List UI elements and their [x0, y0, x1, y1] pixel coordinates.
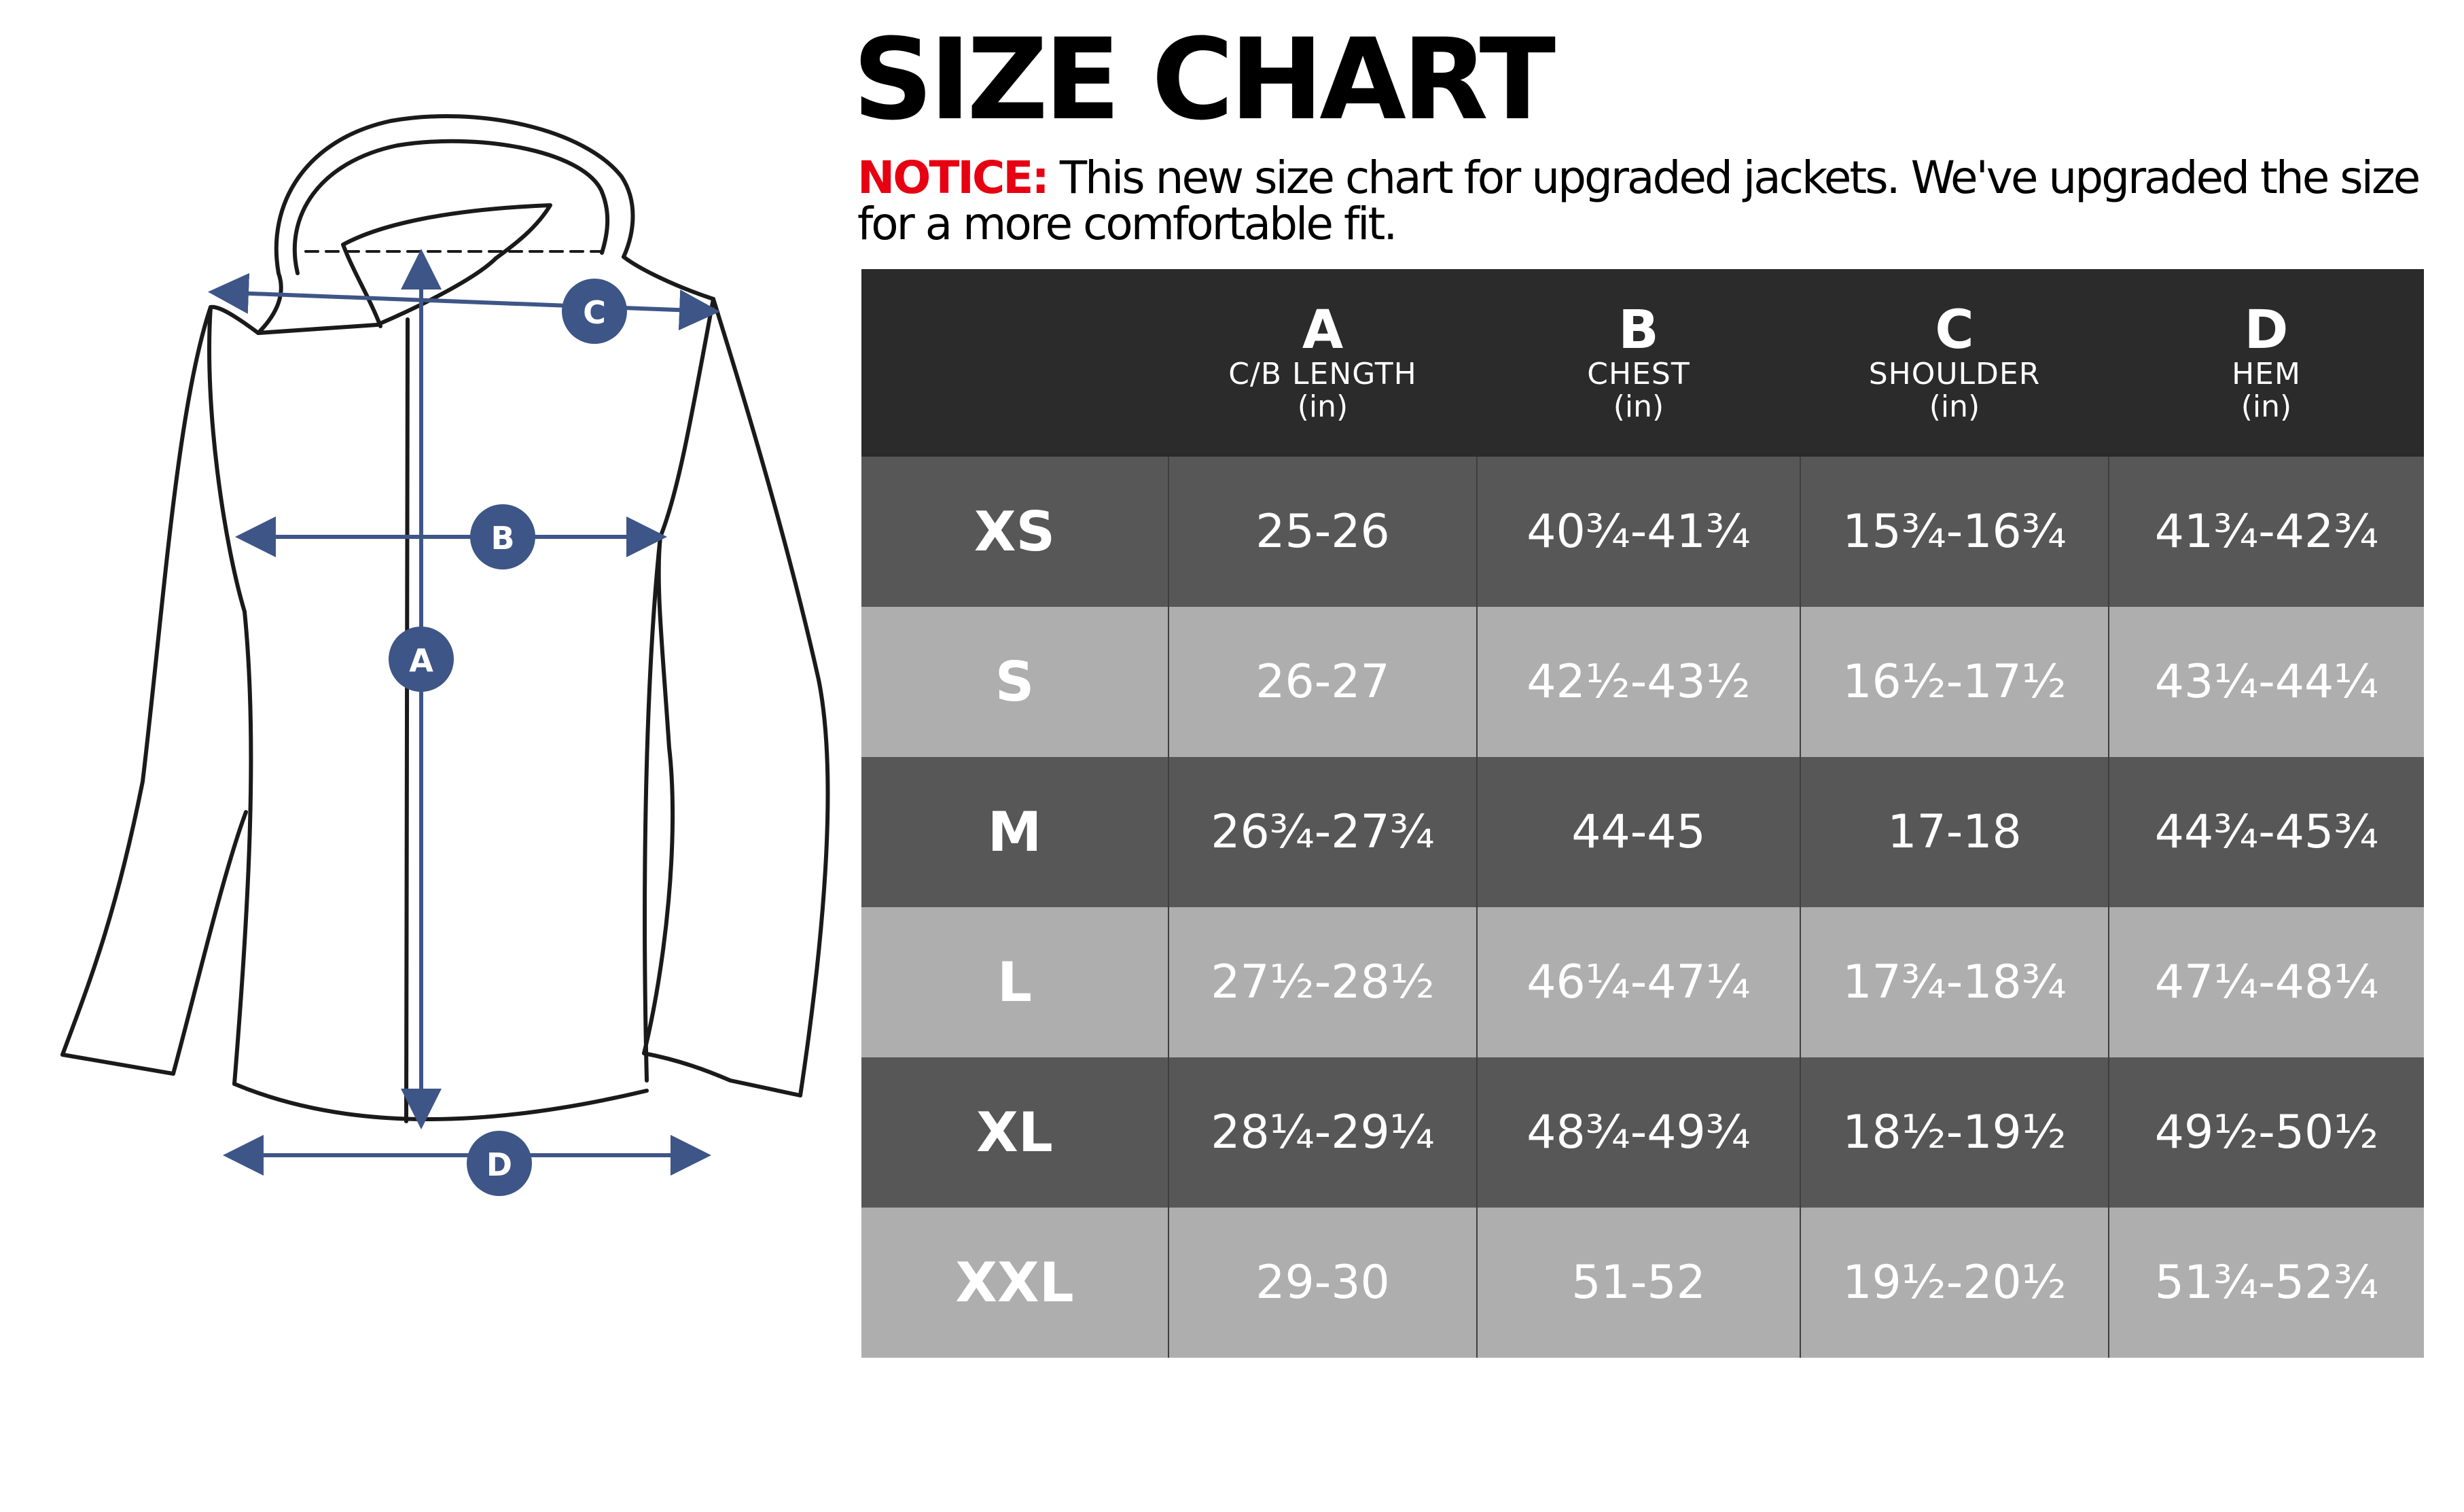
notice-text: NOTICE: This new size chart for upgraded…: [857, 155, 2440, 247]
table-row-l: L 27½-28½ 46¼-47¼ 17¾-18¾ 47¼-48¼: [861, 907, 2424, 1057]
column-header-b: B CHEST (in): [1477, 269, 1800, 457]
table-cell: 17¾-18¾: [1800, 907, 2109, 1057]
column-letter: D: [2244, 300, 2289, 361]
svg-text:B: B: [490, 520, 514, 557]
table-cell: 44-45: [1477, 757, 1801, 907]
notice-label: NOTICE:: [857, 152, 1050, 204]
column-letter: C: [1935, 300, 1974, 361]
marker-c: C: [562, 279, 627, 344]
column-unit: (in): [1613, 389, 1664, 424]
column-name: HEM: [2232, 357, 2301, 391]
table-cell: 44¾-45¾: [2109, 757, 2424, 907]
table-row-xs: XS 25-26 40¾-41¾ 15¾-16¾ 41¾-42¾: [861, 457, 2424, 607]
measure-line-c: [208, 272, 720, 331]
table-cell: 40¾-41¾: [1477, 457, 1801, 607]
size-label: XL: [861, 1057, 1169, 1208]
table-row-xxl: XXL 29-30 51-52 19½-20½ 51¾-52¾: [861, 1208, 2424, 1358]
jacket-diagram: C B A D: [0, 0, 870, 1512]
table-cell: 27½-28½: [1168, 907, 1478, 1057]
table-cell: 26-27: [1168, 607, 1478, 757]
column-header-d: D HEM (in): [2109, 269, 2424, 457]
size-label: S: [861, 607, 1169, 757]
table-cell: 41¾-42¾: [2109, 457, 2424, 607]
table-row-s: S 26-27 42½-43½ 16½-17½ 43¼-44¼: [861, 607, 2424, 757]
column-unit: (in): [2240, 389, 2292, 424]
notice-body: This new size chart for upgraded jackets…: [857, 152, 2421, 250]
marker-b: B: [470, 504, 535, 569]
column-name: CHEST: [1587, 357, 1690, 391]
size-label: M: [861, 757, 1169, 907]
column-unit: (in): [1929, 389, 1980, 424]
table-cell: 19½-20½: [1800, 1208, 2109, 1358]
svg-text:C: C: [583, 294, 606, 331]
table-cell: 51-52: [1477, 1208, 1801, 1358]
size-label: XS: [861, 457, 1169, 607]
marker-a: A: [389, 627, 454, 692]
table-cell: 47¼-48¼: [2109, 907, 2424, 1057]
table-cell: 28¼-29¼: [1168, 1057, 1478, 1208]
table-header-row: A C/B LENGTH (in) B CHEST (in) C SHOULDE…: [861, 269, 2424, 457]
page-title: SIZE CHART: [853, 14, 1556, 145]
table-cell: 29-30: [1168, 1208, 1478, 1358]
column-header-c: C SHOULDER (in): [1800, 269, 2109, 457]
table-cell: 49½-50½: [2109, 1057, 2424, 1208]
size-label: L: [861, 907, 1169, 1057]
table-cell: 42½-43½: [1477, 607, 1801, 757]
jacket-outline: [60, 113, 830, 1123]
column-letter: B: [1618, 300, 1659, 361]
table-cell: 25-26: [1168, 457, 1478, 607]
header-corner: [861, 269, 1168, 457]
table-cell: 16½-17½: [1800, 607, 2109, 757]
size-table: A C/B LENGTH (in) B CHEST (in) C SHOULDE…: [861, 269, 2424, 1358]
column-header-a: A C/B LENGTH (in): [1168, 269, 1477, 457]
table-cell: 26¾-27¾: [1168, 757, 1478, 907]
column-name: SHOULDER: [1868, 357, 2041, 391]
table-cell: 18½-19½: [1800, 1057, 2109, 1208]
svg-text:D: D: [486, 1146, 512, 1183]
table-row-xl: XL 28¼-29¼ 48¾-49¾ 18½-19½ 49½-50½: [861, 1057, 2424, 1208]
table-cell: 15¾-16¾: [1800, 457, 2109, 607]
svg-text:A: A: [409, 642, 433, 679]
column-name: C/B LENGTH: [1228, 357, 1417, 391]
table-cell: 51¾-52¾: [2109, 1208, 2424, 1358]
size-label: XXL: [861, 1208, 1169, 1358]
table-cell: 17-18: [1800, 757, 2109, 907]
column-letter: A: [1302, 300, 1344, 361]
table-cell: 43¼-44¼: [2109, 607, 2424, 757]
column-unit: (in): [1297, 389, 1349, 424]
marker-d: D: [467, 1131, 532, 1196]
table-cell: 46¼-47¼: [1477, 907, 1801, 1057]
table-row-m: M 26¾-27¾ 44-45 17-18 44¾-45¾: [861, 757, 2424, 907]
table-cell: 48¾-49¾: [1477, 1057, 1801, 1208]
